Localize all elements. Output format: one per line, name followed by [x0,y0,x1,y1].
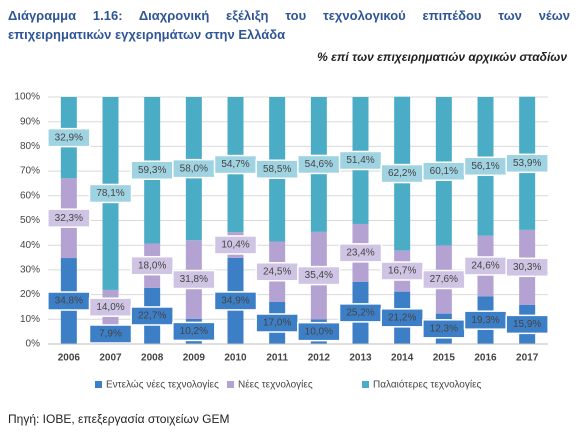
legend-swatch [362,381,369,388]
legend-swatch [227,381,234,388]
value-label: 30,3% [513,262,541,273]
value-label: 62,2% [388,168,416,179]
chart-subtitle: % επί των επιχειρηματιών αρχικών σταδίων [317,50,567,64]
value-label: 23,4% [346,247,374,258]
value-label: 24,6% [471,261,499,272]
x-tick-label: 2012 [308,353,331,364]
legend-label: Νέες τεχνολογίες [238,379,313,391]
value-label: 56,1% [471,161,499,172]
y-tick-label: 100% [14,92,40,103]
value-label: 12,3% [430,323,458,334]
value-label: 34,8% [55,296,83,307]
value-label-box [505,257,549,278]
value-label: 10,4% [221,240,249,251]
value-label-box [130,306,174,326]
value-label: 58,0% [180,163,208,174]
value-label-box [297,321,341,342]
value-label: 17,0% [263,318,291,329]
value-label: 51,4% [346,155,374,166]
value-label: 24,5% [263,266,291,277]
chart-title: Διάγραμμα 1.16: Διαχρονική εξέλιξη του τ… [8,8,570,42]
value-label: 15,9% [513,319,541,330]
value-label-box [297,265,341,286]
chart: 0% 10% 20% 30% 40% 50% 60% 70% 80% 90% 100% 2006 34,… [14,92,549,391]
value-label: 10,2% [180,326,208,337]
value-label: 58,5% [263,164,291,175]
y-tick-label: 90% [20,116,40,127]
value-label: 53,9% [513,158,541,169]
legend-swatch [95,381,102,388]
legend-label: Εντελώς νέες τεχνολογίες [106,379,219,391]
x-tick-label: 2008 [141,353,164,364]
y-tick-label: 0% [26,339,41,350]
y-tick-label: 60% [20,190,40,201]
value-label-box [88,324,133,344]
value-label: 19,3% [471,315,499,326]
value-label-box [505,314,549,335]
value-label-box [88,183,133,204]
value-label: 31,8% [180,274,208,285]
value-label: 78,1% [96,188,124,199]
value-label-box [338,150,383,171]
x-tick-label: 2017 [516,353,539,364]
x-tick-label: 2010 [224,353,247,364]
x-tick-label: 2007 [99,353,122,364]
value-label-box [338,243,383,263]
value-label-box [130,255,174,276]
value-label-box [505,153,549,174]
legend-label: Παλαιότερες τεχνολογίες [373,379,482,391]
value-label: 54,6% [305,159,333,170]
value-label: 59,3% [138,165,166,176]
x-tick-label: 2013 [349,353,372,364]
y-tick-label: 50% [20,215,40,226]
value-label: 32,3% [55,213,83,224]
y-tick-label: 80% [20,141,40,152]
value-label: 16,7% [388,266,416,277]
value-label: 18,0% [138,260,166,271]
value-label: 35,4% [305,270,333,281]
y-tick-label: 40% [20,240,40,251]
value-label: 7,9% [99,329,122,340]
source-note: Πηγή: ΙΟΒΕ, επεξεργασία στοιχείων GEM [8,412,230,426]
value-label: 34,9% [221,296,249,307]
value-label: 60,1% [430,166,458,177]
value-label: 14,0% [96,302,124,313]
value-label-box [172,269,216,290]
y-tick-label: 70% [20,166,40,177]
value-label: 21,2% [388,312,416,323]
x-tick-label: 2006 [58,353,81,364]
x-tick-label: 2009 [183,353,206,364]
value-label-box [213,291,258,311]
value-label: 22,7% [138,311,166,322]
x-tick-label: 2016 [474,353,497,364]
value-label: 25,2% [346,308,374,319]
value-label-box [172,321,216,342]
value-label-box [422,269,466,290]
y-tick-label: 10% [20,314,40,325]
value-label-box [380,308,424,328]
y-tick-label: 30% [20,265,40,276]
value-label: 54,7% [221,159,249,170]
value-label: 32,9% [55,132,83,143]
x-tick-label: 2014 [391,353,414,364]
y-tick-label: 20% [20,289,40,300]
x-tick-label: 2015 [433,353,456,364]
value-label-box [213,235,258,255]
value-label-box [47,208,91,228]
value-label-box [47,127,91,148]
value-label: 27,6% [430,274,458,285]
value-label: 10,0% [305,326,333,337]
x-tick-label: 2011 [266,353,288,364]
